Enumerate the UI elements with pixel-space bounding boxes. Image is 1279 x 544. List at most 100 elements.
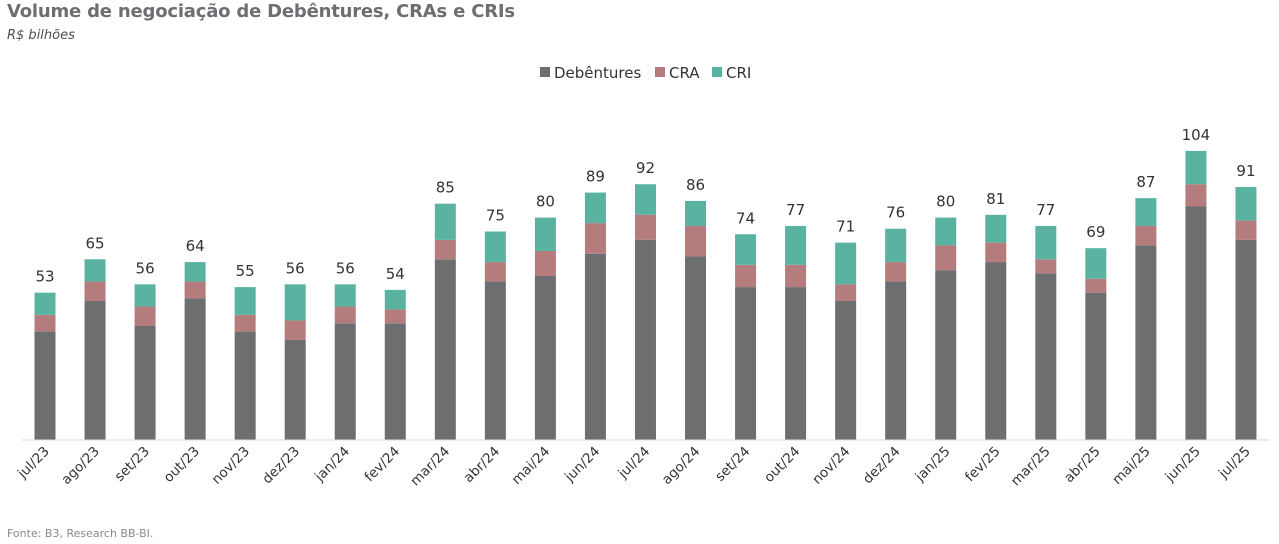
x-tick-label-20: mar/25	[1008, 444, 1054, 490]
bar-segment-cra-20	[1035, 259, 1057, 274]
x-tick-label-10: mai/24	[509, 444, 553, 488]
bar-segment-debntures-8	[434, 259, 456, 440]
x-tick-label-16: nov/24	[809, 444, 853, 488]
bar-segment-cra-8	[434, 239, 456, 260]
x-tick-label-1: ago/23	[58, 444, 102, 488]
total-label-1: 65	[85, 234, 104, 252]
total-label-12: 92	[636, 159, 655, 177]
source-note: Fonte: B3, Research BB-BI.	[7, 527, 154, 540]
x-tick-labels-layer: jul/23 ago/23 set/23 out/23 nov/23 dez/23 jan/…	[14, 444, 1254, 490]
bar-segment-cri-21	[1085, 248, 1107, 279]
bar-segment-cra-11	[584, 223, 606, 254]
legend-label-0: Debêntures	[554, 64, 641, 82]
total-label-24: 91	[1236, 162, 1255, 180]
x-tick-label-17: dez/24	[860, 444, 904, 488]
total-label-0: 53	[35, 268, 54, 286]
total-label-20: 77	[1036, 201, 1055, 219]
legend-swatch-0	[540, 67, 550, 77]
total-label-22: 87	[1136, 173, 1155, 191]
bar-segment-debntures-6	[334, 323, 356, 440]
bar-segment-cra-4	[234, 314, 256, 332]
bar-segment-cri-13	[685, 200, 707, 226]
bar-segment-cri-5	[284, 284, 306, 321]
x-tick-label-19: fev/25	[962, 444, 1004, 486]
bar-segment-cra-1	[84, 281, 106, 301]
bar-segment-debntures-4	[234, 331, 256, 440]
x-tick-label-0: jul/23	[14, 444, 53, 483]
x-tick-label-2: set/23	[112, 444, 153, 485]
bar-segment-debntures-5	[284, 339, 306, 440]
x-tick-label-21: abr/25	[1061, 444, 1104, 487]
bar-segment-debntures-12	[634, 239, 656, 440]
legend-label-1: CRA	[669, 64, 700, 82]
bar-segment-cra-24	[1235, 220, 1257, 240]
bar-segment-cri-15	[785, 225, 807, 265]
total-label-9: 75	[486, 207, 505, 225]
bar-segment-cri-16	[835, 242, 857, 285]
legend: Debêntures CRA CRI	[540, 64, 751, 82]
bar-segment-cra-18	[935, 245, 957, 271]
bar-segment-cra-6	[334, 306, 356, 324]
bar-segment-cra-22	[1135, 225, 1157, 246]
total-label-2: 56	[136, 259, 155, 277]
bar-segment-cri-18	[935, 217, 957, 246]
bar-segment-cri-10	[534, 217, 556, 251]
bar-segment-cra-0	[34, 314, 56, 332]
total-label-23: 104	[1182, 126, 1211, 144]
bar-segment-cra-21	[1085, 278, 1107, 293]
bar-segment-debntures-7	[384, 323, 406, 440]
total-label-5: 56	[286, 259, 305, 277]
bar-segment-cra-5	[284, 320, 306, 340]
bar-segment-cra-23	[1185, 184, 1207, 207]
total-label-8: 85	[436, 179, 455, 197]
bar-segment-cra-19	[985, 242, 1007, 263]
bar-segment-cra-15	[785, 264, 807, 288]
total-label-11: 89	[586, 168, 605, 186]
x-tick-label-4: nov/23	[209, 444, 253, 488]
total-label-17: 76	[886, 204, 905, 222]
bar-segment-debntures-3	[184, 298, 206, 440]
x-tick-label-11: jun/24	[561, 444, 603, 486]
bar-segment-debntures-22	[1135, 245, 1157, 440]
bars-layer	[34, 150, 1257, 440]
total-label-3: 64	[186, 237, 205, 255]
x-tick-label-13: ago/24	[659, 444, 703, 488]
bar-segment-cra-17	[885, 262, 907, 282]
bar-segment-debntures-10	[534, 275, 556, 440]
bar-segment-cri-24	[1235, 187, 1257, 221]
bar-segment-debntures-20	[1035, 273, 1057, 440]
bar-segment-cri-3	[184, 262, 206, 282]
bar-segment-debntures-1	[84, 301, 106, 440]
bar-segment-debntures-16	[835, 301, 857, 440]
total-label-14: 74	[736, 209, 755, 227]
total-labels-layer: 53 65 56 64 55 56 56 54 85 75 80 89 92 86 74 77 71 76 80 81…	[35, 126, 1255, 286]
bar-segment-cri-9	[484, 231, 506, 263]
bar-segment-cri-1	[84, 259, 106, 282]
bar-segment-debntures-18	[935, 270, 957, 440]
bar-segment-cri-6	[334, 284, 356, 307]
bar-segment-cri-8	[434, 203, 456, 240]
bar-segment-debntures-19	[985, 262, 1007, 440]
x-tick-label-12: jul/24	[615, 444, 654, 483]
x-tick-label-24: jul/25	[1215, 444, 1254, 483]
bar-segment-cra-14	[735, 264, 757, 288]
total-label-13: 86	[686, 176, 705, 194]
bar-segment-cra-16	[835, 284, 857, 301]
bar-segment-cra-3	[184, 281, 206, 299]
bar-segment-cra-10	[534, 250, 556, 276]
x-tick-label-9: abr/24	[461, 444, 504, 487]
stacked-bar-chart: Debêntures CRA CRI 53 65 56 64 55 56 56 54 85 75 80 8…	[14, 64, 1270, 490]
bar-segment-debntures-2	[134, 326, 156, 440]
total-label-6: 56	[336, 259, 355, 277]
chart-title: Volume de negociação de Debêntures, CRAs…	[7, 1, 515, 22]
x-tick-label-7: fev/24	[362, 444, 404, 486]
total-label-19: 81	[986, 190, 1005, 208]
bar-segment-cra-7	[384, 309, 406, 324]
x-tick-label-14: set/24	[712, 444, 753, 485]
total-label-16: 71	[836, 218, 855, 236]
x-tick-label-22: mai/25	[1109, 444, 1153, 488]
bar-segment-cri-20	[1035, 225, 1057, 260]
bar-segment-debntures-13	[685, 256, 707, 440]
bar-segment-debntures-24	[1235, 239, 1257, 440]
bar-segment-cri-23	[1185, 150, 1207, 185]
